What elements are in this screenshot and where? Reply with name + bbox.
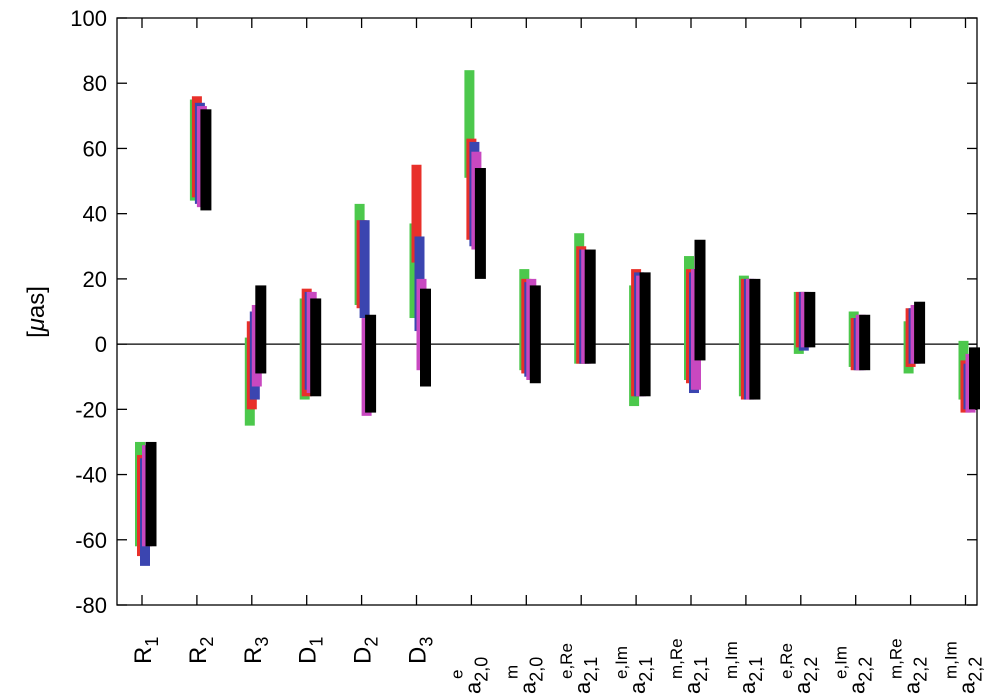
- svg-text:D1: D1: [295, 637, 327, 664]
- y-axis-label: [μas]: [23, 286, 50, 338]
- svg-text:m,Re: m,Re: [887, 638, 906, 679]
- y-tick-label: 100: [70, 6, 107, 31]
- y-tick-label: 80: [83, 71, 107, 96]
- y-axis-label-mu: μ: [23, 318, 50, 332]
- svg-text:a2,2: a2,2: [900, 657, 931, 694]
- bars-layer: [135, 70, 980, 566]
- bar-s4-R1: [145, 441, 157, 547]
- svg-text:m,Re: m,Re: [667, 638, 686, 679]
- svg-text:a2,1: a2,1: [625, 657, 656, 694]
- y-axis-label-open: [: [23, 331, 50, 338]
- x-tick-label-a21eIm: a2,1e,Im: [612, 646, 656, 694]
- bar-s1-D3: [411, 164, 422, 263]
- x-tick-label-a21mIm: a2,1m,Im: [722, 641, 766, 694]
- x-tick-label-a22mIm: a2,2m,Im: [942, 641, 984, 694]
- x-tick-label-a21mRe: a2,1m,Re: [667, 638, 711, 694]
- x-tick-label-a21eRe: a2,1e,Re: [557, 643, 601, 694]
- x-tick-label-D1: D1: [295, 637, 327, 664]
- svg-text:D3: D3: [405, 637, 437, 664]
- svg-text:a2,1: a2,1: [570, 657, 601, 694]
- bar-s4-a21eIm: [639, 272, 651, 397]
- bar-s4-D3: [420, 288, 431, 387]
- y-tick-label: -60: [75, 528, 107, 553]
- x-tick-label-a22eRe: a2,2e,Re: [777, 643, 821, 694]
- svg-text:a2,0: a2,0: [460, 657, 491, 694]
- svg-text:a2,1: a2,1: [735, 657, 766, 694]
- svg-text:R3: R3: [240, 637, 272, 664]
- y-axis-label-unit: as]: [23, 286, 50, 318]
- bar-s4-a21mIm: [749, 278, 761, 400]
- bar-s4-a21eRe: [584, 249, 596, 364]
- x-tick-label-a22mRe: a2,2m,Re: [887, 638, 931, 694]
- bar-s4-a22mIm: [969, 347, 980, 410]
- y-tick-label: 40: [83, 202, 107, 227]
- bar-s4-a20e: [474, 168, 486, 279]
- bar-s4-a20m: [529, 285, 541, 384]
- svg-text:a2,2: a2,2: [955, 657, 984, 694]
- y-axis: -80 -60 -40 -20 0 20 40 60 80 100: [70, 6, 977, 618]
- x-tick-label-D3: D3: [405, 637, 437, 664]
- svg-text:R2: R2: [185, 637, 217, 664]
- bar-s2-D2: [359, 220, 370, 319]
- x-axis: R1R2R3D1D2D3a2,0ea2,0ma2,1e,Rea2,1e,Ima2…: [130, 18, 984, 694]
- bar-s4-R3: [255, 285, 267, 374]
- svg-text:e,Im: e,Im: [612, 646, 631, 679]
- x-tick-label-R2: R2: [185, 637, 217, 664]
- svg-text:a2,1: a2,1: [680, 657, 711, 694]
- bar-s4-a22eIm: [859, 314, 871, 371]
- bar-s4-R2: [200, 109, 212, 211]
- svg-text:a2,2: a2,2: [845, 657, 876, 694]
- svg-text:e,Re: e,Re: [557, 643, 576, 679]
- y-tick-label: -80: [75, 593, 107, 618]
- x-tick-label-D2: D2: [350, 637, 382, 664]
- y-tick-label: -20: [75, 397, 107, 422]
- svg-text:m,Im: m,Im: [942, 641, 961, 679]
- plot-area: [116, 17, 978, 606]
- y-tick-label: 60: [83, 136, 107, 161]
- bar-s4-D1: [310, 298, 322, 397]
- bar-s0-a20e: [464, 70, 475, 178]
- bar-s4-a21mRe: [694, 239, 706, 361]
- svg-text:a2,0: a2,0: [515, 657, 546, 694]
- svg-text:a2,2: a2,2: [790, 657, 821, 694]
- x-tick-label-R1: R1: [130, 637, 162, 664]
- svg-text:D2: D2: [350, 637, 382, 664]
- svg-text:e: e: [447, 670, 466, 679]
- y-tick-label: 0: [95, 332, 107, 357]
- svg-text:m,Im: m,Im: [722, 641, 741, 679]
- bar-s4-D2: [365, 314, 377, 413]
- x-tick-label-R3: R3: [240, 637, 272, 664]
- x-tick-label-a20e: a2,0e: [447, 657, 491, 694]
- bar-s4-a22eRe: [804, 291, 816, 348]
- y-tick-label: 20: [83, 267, 107, 292]
- svg-text:m: m: [502, 665, 521, 679]
- bar-s4-a22mRe: [914, 301, 926, 364]
- x-tick-label-a20m: a2,0m: [502, 657, 546, 694]
- svg-text:R1: R1: [130, 637, 162, 664]
- svg-text:e,Im: e,Im: [832, 646, 851, 679]
- y-tick-label: -40: [75, 463, 107, 488]
- x-tick-label-a22eIm: a2,2e,Im: [832, 646, 876, 694]
- svg-text:e,Re: e,Re: [777, 643, 796, 679]
